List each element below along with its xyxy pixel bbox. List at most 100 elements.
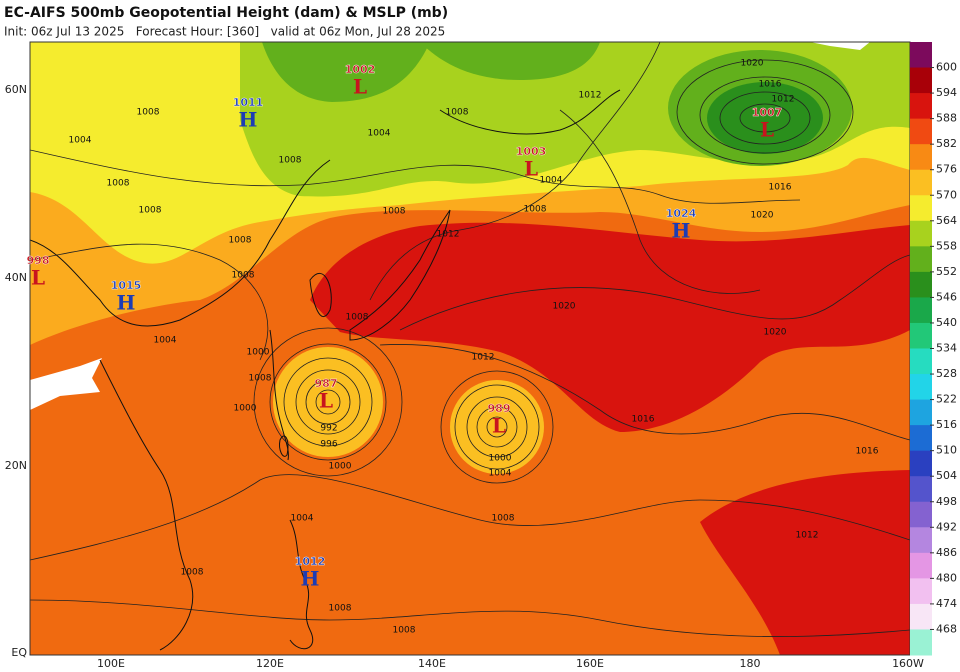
isobar-label: 1008 (524, 205, 547, 215)
colorbar-swatch (910, 118, 932, 145)
isobar-label: 1008 (107, 179, 130, 189)
colorbar-label: 486 (936, 546, 957, 559)
isobar-label: 1008 (346, 313, 369, 323)
colorbar-swatch (910, 322, 932, 349)
pressure-value: 1024 (666, 207, 697, 220)
colorbar-swatch (910, 348, 932, 375)
isobar-label: 1008 (492, 514, 515, 524)
colorbar-swatch (910, 629, 932, 656)
colorbar-label: 582 (936, 137, 957, 150)
isobar-label: 1016 (769, 183, 792, 193)
isobar-label: 1008 (229, 236, 252, 246)
isobar-label: 1004 (368, 129, 391, 139)
pressure-letter: H (239, 108, 258, 132)
isobar-label: 1012 (437, 230, 460, 240)
colorbar-swatch (910, 246, 932, 273)
pressure-letter: L (319, 389, 333, 413)
pressure-value: 989 (488, 402, 511, 415)
subtitle: Init: 06z Jul 13 2025 Forecast Hour: [36… (4, 25, 445, 39)
isobar-label: 1016 (632, 415, 655, 425)
colorbar-swatch (910, 195, 932, 222)
isobar-label: 1008 (139, 206, 162, 216)
colorbar-label: 504 (936, 469, 957, 482)
map-fill (30, 42, 910, 655)
colorbar-label: 510 (936, 444, 957, 457)
isobar-label: 1016 (759, 80, 782, 90)
isobar-label: 996 (320, 440, 337, 450)
pressure-value: 1012 (295, 555, 326, 568)
isobar-label: 1000 (489, 454, 512, 464)
pressure-letter: L (524, 157, 538, 181)
colorbar-swatch (910, 42, 932, 69)
colorbar-label: 498 (936, 495, 957, 508)
isobar-label: 1008 (393, 626, 416, 636)
colorbar-label: 546 (936, 290, 957, 303)
isobar-label: 1000 (234, 404, 257, 414)
pressure-letter: L (353, 75, 367, 99)
coastlines (30, 89, 621, 651)
colorbar-swatch (910, 297, 932, 324)
isobar-label: 1004 (489, 469, 512, 479)
isobar-label: 1020 (764, 328, 787, 338)
pressure-letter: L (31, 266, 45, 290)
isobar-label: 1020 (741, 59, 764, 69)
colorbar-label: 534 (936, 342, 957, 355)
pressure-value: 1007 (752, 106, 783, 119)
colorbar-swatch (910, 271, 932, 298)
colorbar-label: 576 (936, 163, 957, 176)
isobar-label: 1008 (232, 271, 255, 281)
colorbar-label: 492 (936, 520, 957, 533)
colorbar-label: 474 (936, 597, 957, 610)
colorbar-swatch (910, 578, 932, 605)
lon-label: 140E (418, 657, 446, 670)
pressure-value: 987 (315, 377, 338, 390)
colorbar-label: 570 (936, 188, 957, 201)
colorbar-label: 516 (936, 418, 957, 431)
isobar-label: 1020 (751, 211, 774, 221)
pressure-value: 998 (27, 254, 50, 267)
isobar-label: 1008 (279, 156, 302, 166)
colorbar-swatch (910, 603, 932, 630)
lat-label: 40N (5, 271, 27, 284)
pressure-letter: H (117, 291, 136, 315)
isobar-label: 1004 (154, 336, 177, 346)
colorbar-label: 540 (936, 316, 957, 329)
title: EC-AIFS 500mb Geopotential Height (dam) … (4, 5, 448, 21)
pressure-value: 1003 (516, 145, 547, 158)
isobar-label: 1012 (579, 91, 602, 101)
colorbar-label: 468 (936, 622, 957, 635)
isobar-label: 1008 (137, 108, 160, 118)
pressure-letter: H (672, 219, 691, 243)
pressure-letter: L (492, 414, 506, 438)
isobar-label: 1004 (540, 176, 563, 186)
colorbar-label: 522 (936, 393, 957, 406)
colorbar-label: 558 (936, 239, 957, 252)
isobar-label: 1008 (249, 374, 272, 384)
lon-label: 160W (892, 657, 924, 670)
isobar-label: 1012 (472, 353, 495, 363)
isobar-label: 1000 (247, 348, 270, 358)
isobar-label: 1020 (553, 302, 576, 312)
colorbar-label: 480 (936, 571, 957, 584)
isobar-label: 992 (320, 424, 337, 434)
colorbar-swatch (910, 450, 932, 477)
colorbar-swatch (910, 527, 932, 554)
colorbar-swatch (910, 220, 932, 247)
colorbar-swatch (910, 476, 932, 503)
colorbar-label: 528 (936, 367, 957, 380)
colorbar-swatch (910, 93, 932, 120)
isobar-label: 1012 (772, 95, 795, 105)
colorbar-swatch (910, 425, 932, 452)
lon-label: 100E (97, 657, 125, 670)
colorbar-label: 588 (936, 112, 957, 125)
pressure-value: 1015 (111, 279, 142, 292)
colorbar-swatch (910, 144, 932, 171)
pressure-letter: L (760, 118, 774, 142)
pressure-value: 1011 (233, 96, 264, 109)
isobar-label: 1008 (329, 604, 352, 614)
pressure-letter: H (301, 567, 320, 591)
colorbar-swatch (910, 399, 932, 426)
colorbar-label: 600 (936, 61, 957, 74)
